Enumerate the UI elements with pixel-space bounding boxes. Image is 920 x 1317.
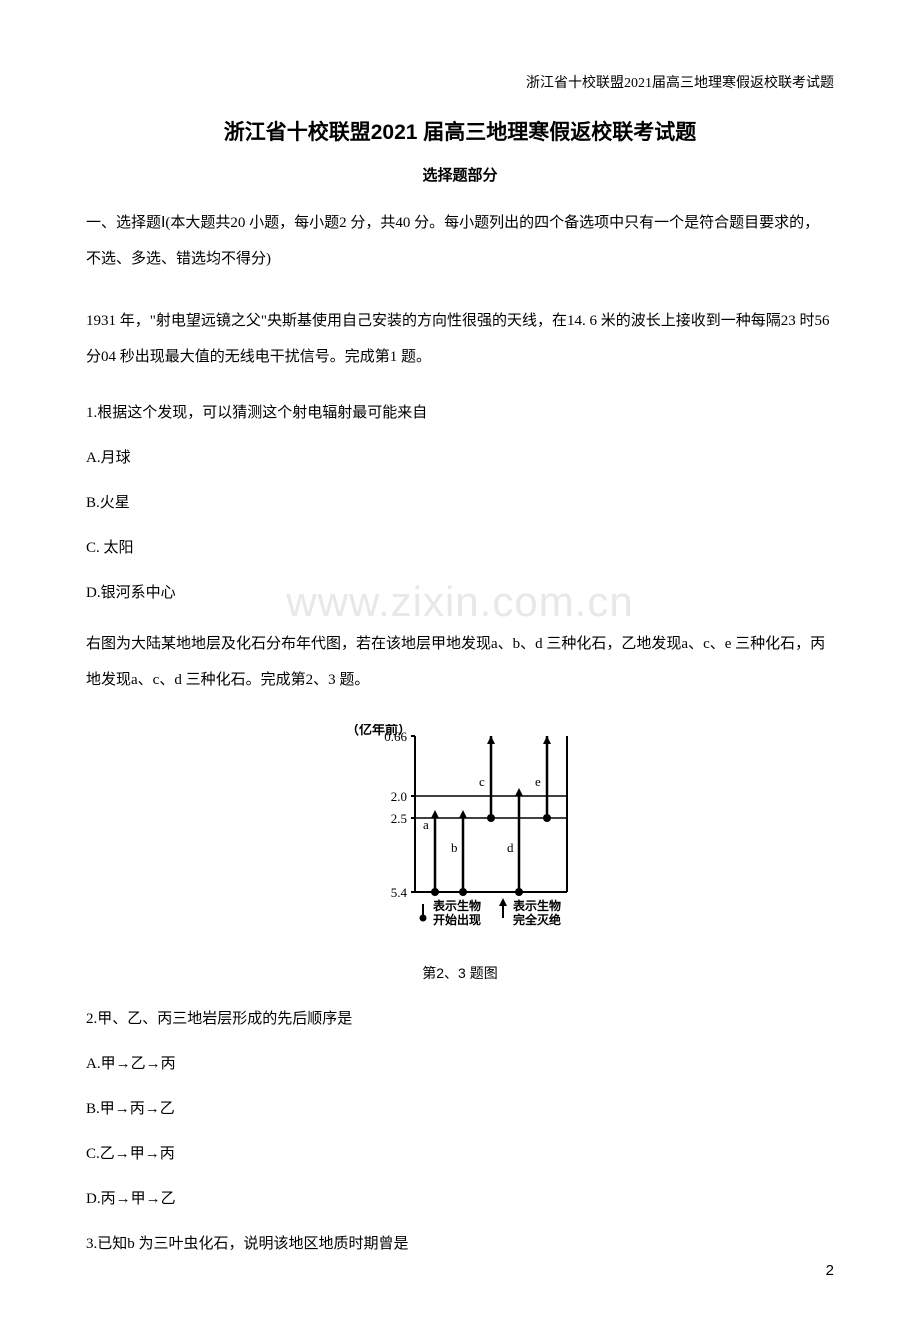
q1-option-a: A.月球 — [86, 446, 834, 467]
q2-option-b: B.甲→丙→乙 — [86, 1097, 834, 1118]
q2-option-d: D.丙→甲→乙 — [86, 1187, 834, 1208]
svg-text:c: c — [479, 774, 485, 789]
instruction-text: 一、选择题Ⅰ(本大题共20 小题，每小题2 分，共40 分。每小题列出的四个备选… — [86, 205, 834, 277]
page-number: 2 — [826, 1262, 834, 1279]
svg-text:表示生物: 表示生物 — [512, 898, 561, 913]
svg-text:2.5: 2.5 — [391, 811, 407, 826]
page-title: 浙江省十校联盟2021 届高三地理寒假返校联考试题 — [86, 116, 834, 146]
section-title: 选择题部分 — [86, 164, 834, 185]
q1-option-c: C. 太阳 — [86, 536, 834, 557]
svg-text:开始出现: 开始出现 — [433, 912, 481, 927]
svg-text:（亿年前）: （亿年前） — [346, 724, 411, 737]
diagram-caption: 第2、3 题图 — [86, 963, 834, 983]
q2-option-c: C.乙→甲→丙 — [86, 1142, 834, 1163]
passage-1: 1931 年，"射电望远镜之父"央斯基使用自己安装的方向性很强的天线，在14. … — [86, 303, 834, 375]
running-head: 浙江省十校联盟2021届高三地理寒假返校联考试题 — [86, 72, 834, 92]
svg-text:2.0: 2.0 — [391, 789, 407, 804]
q1-stem: 1.根据这个发现，可以猜测这个射电辐射最可能来自 — [86, 401, 834, 422]
svg-text:5.4: 5.4 — [391, 885, 408, 900]
svg-text:e: e — [535, 774, 541, 789]
svg-text:d: d — [507, 840, 514, 855]
fossil-diagram: 0.662.02.55.4（亿年前）abcde表示生物开始出现表示生物完全灭绝 — [335, 724, 585, 954]
q2-option-a: A.甲→乙→丙 — [86, 1052, 834, 1073]
svg-text:b: b — [451, 840, 458, 855]
passage-2: 右图为大陆某地地层及化石分布年代图，若在该地层甲地发现a、b、d 三种化石，乙地… — [86, 626, 834, 698]
q3-stem: 3.已知b 为三叶虫化石，说明该地区地质时期曾是 — [86, 1232, 834, 1253]
q2-stem: 2.甲、乙、丙三地岩层形成的先后顺序是 — [86, 1007, 834, 1028]
fossil-diagram-wrap: 0.662.02.55.4（亿年前）abcde表示生物开始出现表示生物完全灭绝 … — [86, 724, 834, 983]
svg-text:a: a — [423, 817, 429, 832]
q1-option-d: D.银河系中心 — [86, 581, 834, 602]
q1-option-b: B.火星 — [86, 491, 834, 512]
svg-text:完全灭绝: 完全灭绝 — [513, 912, 561, 927]
svg-text:表示生物: 表示生物 — [432, 898, 481, 913]
